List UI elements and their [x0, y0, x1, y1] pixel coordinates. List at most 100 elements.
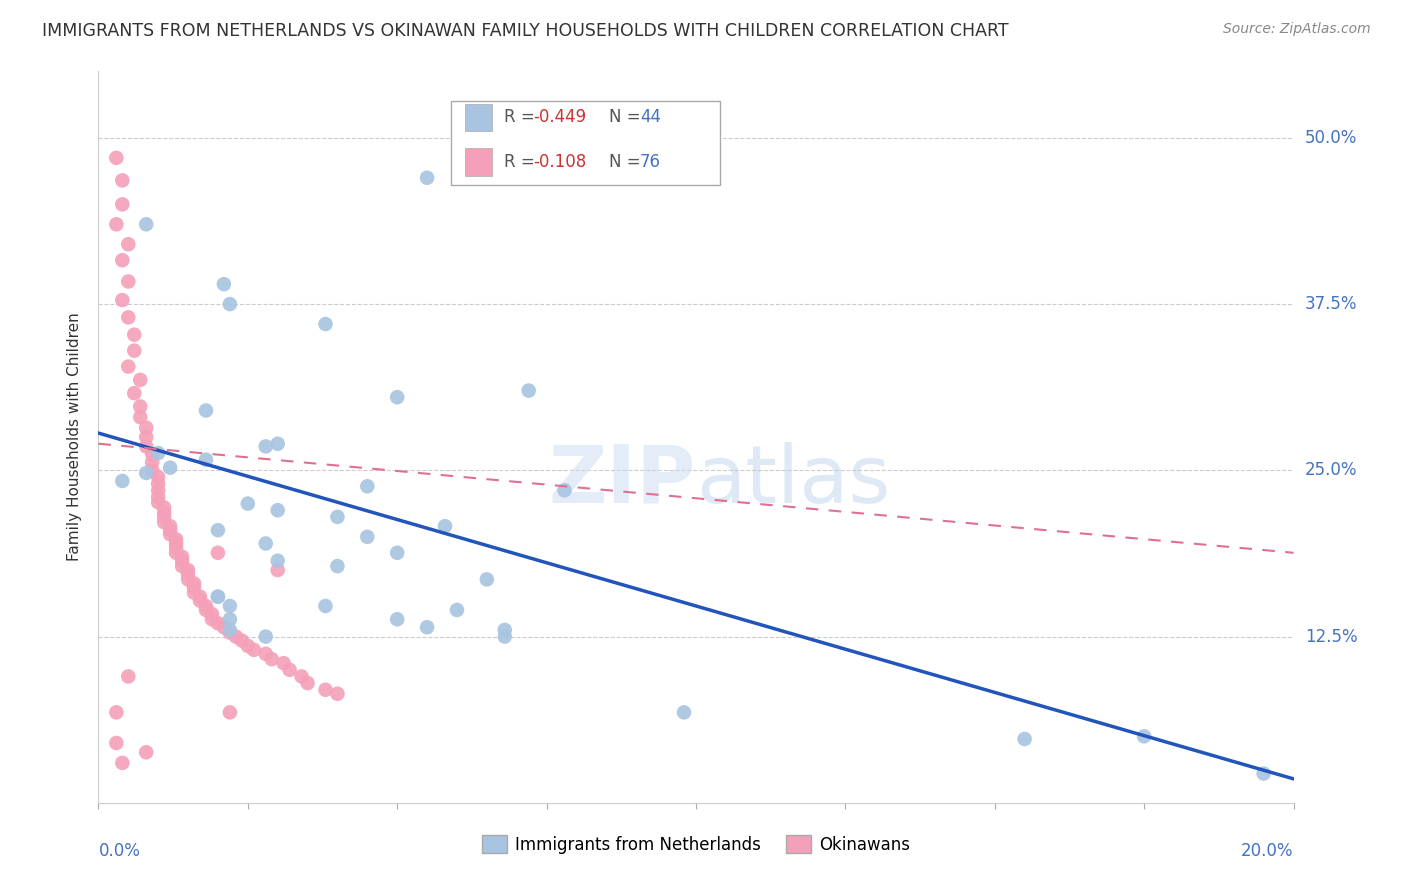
- Point: [673, 706, 696, 720]
- Point: [172, 549, 194, 564]
- Point: [1253, 766, 1275, 780]
- Point: [195, 403, 218, 417]
- Point: [201, 612, 224, 626]
- Point: [165, 533, 187, 547]
- Text: 0.0%: 0.0%: [98, 842, 141, 860]
- Point: [183, 576, 205, 591]
- Point: [105, 706, 128, 720]
- Point: [475, 573, 498, 587]
- Text: 37.5%: 37.5%: [1305, 295, 1357, 313]
- Point: [212, 620, 235, 634]
- Point: [201, 607, 224, 621]
- Point: [219, 623, 242, 637]
- Point: [315, 682, 337, 697]
- Point: [219, 297, 242, 311]
- Text: -0.108: -0.108: [533, 153, 586, 171]
- Point: [356, 479, 378, 493]
- Point: [117, 669, 139, 683]
- Point: [124, 343, 146, 358]
- Point: [159, 527, 181, 541]
- Point: [124, 386, 146, 401]
- Point: [135, 439, 157, 453]
- Point: [159, 460, 181, 475]
- Point: [183, 580, 205, 594]
- Point: [165, 541, 187, 555]
- Point: [254, 536, 277, 550]
- Text: 50.0%: 50.0%: [1305, 128, 1357, 147]
- Point: [159, 519, 181, 533]
- Point: [195, 599, 218, 613]
- Point: [267, 563, 290, 577]
- Point: [135, 745, 157, 759]
- Point: [326, 687, 349, 701]
- Point: [148, 490, 170, 504]
- Point: [385, 546, 409, 560]
- Point: [254, 647, 277, 661]
- Point: [188, 593, 211, 607]
- Point: [385, 390, 409, 404]
- Point: [183, 585, 205, 599]
- Point: [267, 436, 290, 450]
- Point: [177, 573, 200, 587]
- Point: [148, 470, 170, 484]
- Text: IMMIGRANTS FROM NETHERLANDS VS OKINAWAN FAMILY HOUSEHOLDS WITH CHILDREN CORRELAT: IMMIGRANTS FROM NETHERLANDS VS OKINAWAN …: [42, 22, 1010, 40]
- Point: [117, 359, 139, 374]
- Point: [135, 421, 157, 435]
- Point: [219, 625, 242, 640]
- Point: [111, 173, 134, 187]
- Text: -0.449: -0.449: [533, 109, 586, 127]
- Point: [219, 612, 242, 626]
- Point: [1133, 729, 1156, 743]
- Point: [517, 384, 540, 398]
- Point: [260, 652, 283, 666]
- Point: [326, 509, 349, 524]
- Point: [148, 483, 170, 498]
- Point: [129, 400, 152, 414]
- Point: [153, 509, 176, 524]
- Point: [236, 497, 259, 511]
- Text: N =: N =: [609, 109, 645, 127]
- Text: 20.0%: 20.0%: [1241, 842, 1294, 860]
- Bar: [465, 148, 492, 176]
- Point: [105, 736, 128, 750]
- Text: R =: R =: [503, 109, 540, 127]
- Point: [416, 170, 439, 185]
- Point: [148, 495, 170, 509]
- Point: [111, 253, 134, 268]
- Point: [153, 500, 176, 515]
- Text: 76: 76: [640, 153, 661, 171]
- Point: [177, 563, 200, 577]
- Text: Source: ZipAtlas.com: Source: ZipAtlas.com: [1223, 22, 1371, 37]
- Point: [129, 373, 152, 387]
- Point: [326, 559, 349, 574]
- Point: [207, 523, 229, 537]
- Point: [195, 603, 218, 617]
- Point: [207, 616, 229, 631]
- Point: [172, 554, 194, 568]
- Point: [356, 530, 378, 544]
- Point: [117, 310, 139, 325]
- Point: [111, 293, 134, 307]
- Point: [291, 669, 314, 683]
- Point: [111, 474, 134, 488]
- Point: [267, 503, 290, 517]
- Text: R =: R =: [503, 153, 540, 171]
- Point: [254, 439, 277, 453]
- Point: [219, 599, 242, 613]
- Point: [494, 630, 516, 644]
- Point: [225, 630, 247, 644]
- FancyBboxPatch shape: [451, 101, 720, 185]
- Point: [273, 656, 295, 670]
- Point: [153, 515, 176, 529]
- Point: [385, 612, 409, 626]
- Point: [236, 639, 259, 653]
- Text: 44: 44: [640, 109, 661, 127]
- Point: [1014, 731, 1036, 746]
- Point: [243, 643, 266, 657]
- Point: [165, 546, 187, 560]
- Point: [117, 237, 139, 252]
- Point: [111, 756, 134, 770]
- Point: [207, 546, 229, 560]
- Point: [141, 447, 163, 461]
- Bar: [465, 103, 492, 131]
